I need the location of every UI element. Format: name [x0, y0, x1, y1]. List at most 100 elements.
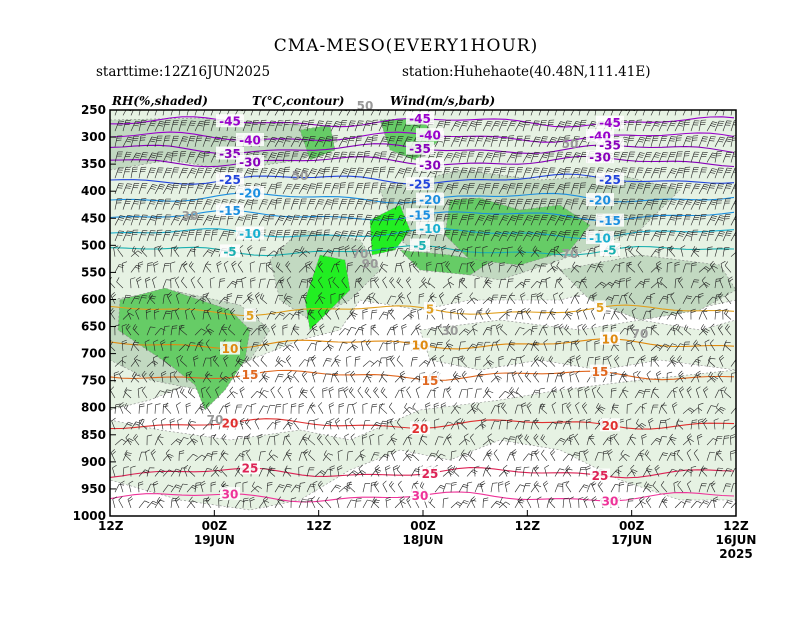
wind-barb — [288, 386, 293, 399]
wind-barb — [170, 325, 178, 336]
y-tick-label: 400 — [81, 184, 106, 198]
x-tick-date: 17JUN — [611, 533, 652, 547]
wind-barb — [305, 261, 311, 273]
wind-barb — [314, 199, 325, 210]
wind-barb — [274, 230, 283, 242]
wind-barb — [618, 481, 625, 493]
wind-barb — [312, 480, 318, 493]
wind-barb — [493, 449, 500, 461]
wind-barb — [306, 215, 317, 226]
wind-barb — [328, 402, 335, 414]
wind-barb — [162, 135, 171, 147]
wind-barb — [346, 312, 358, 320]
wind-barb — [154, 213, 163, 226]
wind-barb — [173, 245, 180, 257]
rh-shaded-region — [399, 249, 491, 276]
wind-barb — [258, 167, 268, 179]
temperature-contour-label: -5 — [603, 243, 616, 257]
wind-barb — [274, 484, 285, 493]
wind-barb — [130, 229, 139, 242]
wind-barb — [300, 246, 308, 257]
wind-barb — [338, 342, 348, 352]
wind-barb — [396, 355, 404, 367]
wind-barb — [146, 230, 156, 242]
wind-barb — [292, 324, 300, 336]
wind-barb — [186, 453, 198, 461]
wind-barb — [306, 498, 314, 508]
wind-barb — [506, 308, 512, 320]
wind-barb — [290, 151, 299, 163]
temperature-contour-label: -20 — [239, 187, 261, 201]
wind-barb — [282, 324, 288, 336]
wind-barb — [634, 501, 646, 509]
wind-barb — [226, 230, 235, 242]
wind-barb — [130, 199, 141, 210]
wind-barb — [330, 214, 339, 226]
wind-barb — [266, 250, 279, 257]
wind-barb — [247, 292, 253, 304]
wind-barb — [284, 465, 292, 477]
wind-barb — [132, 324, 140, 336]
wind-barb — [354, 167, 364, 179]
wind-barb — [218, 375, 231, 383]
wind-barb — [274, 360, 286, 367]
wind-barb — [221, 323, 228, 336]
wind-barb — [300, 387, 308, 399]
wind-barb — [197, 276, 204, 289]
wind-barb — [258, 262, 266, 273]
wind-barb — [322, 229, 331, 242]
wind-barb — [490, 375, 502, 383]
wind-barb — [327, 339, 332, 352]
wind-barb — [334, 354, 340, 367]
wind-barb — [212, 355, 220, 367]
wind-barb — [266, 120, 277, 132]
wind-barb — [385, 496, 391, 508]
wind-barb — [298, 308, 304, 320]
wind-barb — [218, 230, 229, 242]
wind-barb — [162, 167, 173, 179]
wind-barb — [290, 183, 301, 195]
wind-barb — [330, 248, 340, 257]
wind-barb — [309, 261, 316, 273]
wind-barb — [270, 386, 276, 399]
wind-barb — [186, 199, 196, 210]
wind-barb — [474, 388, 482, 399]
wind-barb — [112, 464, 117, 477]
wind-barb — [354, 230, 364, 242]
wind-barb — [298, 230, 307, 242]
wind-barb — [314, 152, 325, 163]
wind-barb — [217, 308, 223, 320]
wind-barb — [410, 357, 418, 367]
wind-barb — [274, 152, 285, 163]
wind-barb — [350, 433, 356, 446]
wind-barb — [470, 496, 476, 509]
wind-barb — [282, 403, 289, 414]
wind-barb — [174, 496, 181, 509]
wind-barb — [210, 481, 216, 493]
wind-barb — [386, 340, 392, 351]
wind-barb — [330, 231, 342, 242]
wind-barb — [389, 481, 396, 493]
x-tick-label: 00Z — [619, 519, 645, 533]
wind-barb — [162, 403, 169, 414]
wind-barb — [293, 371, 300, 383]
wind-barb — [212, 433, 220, 446]
wind-barb — [402, 313, 415, 320]
rh-contour-label: 70 — [207, 413, 224, 427]
wind-barb — [442, 470, 455, 477]
wind-barb — [234, 500, 245, 509]
wind-barb — [575, 370, 580, 383]
wind-barb — [322, 136, 333, 147]
wind-barb — [170, 167, 180, 179]
wind-barb — [359, 449, 365, 461]
wind-barb — [194, 229, 203, 242]
wind-barb — [346, 262, 353, 273]
wind-barb — [224, 308, 230, 320]
x-tick-label: 12Z — [515, 519, 541, 533]
wind-barb — [328, 276, 334, 289]
wind-barb — [360, 339, 366, 351]
wind-barb — [234, 294, 243, 304]
wind-barb — [268, 449, 276, 461]
wind-barb — [346, 136, 356, 147]
wind-barb — [290, 248, 301, 257]
